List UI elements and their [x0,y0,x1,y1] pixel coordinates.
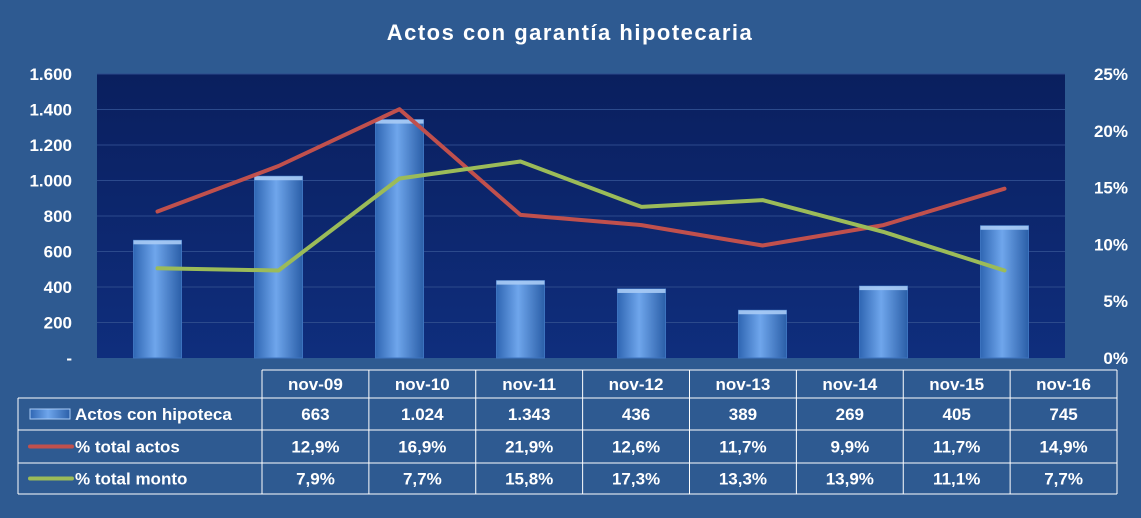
table-header: nov-10 [395,375,450,394]
bar-series [133,119,1029,359]
table-cell: 11,7% [719,438,766,457]
table-cell: 13,3% [719,470,767,489]
left-tick-label: 800 [44,207,72,226]
left-tick-label: 400 [44,278,72,297]
right-tick-label: 20% [1094,122,1128,141]
bar [496,280,545,359]
left-tick-label: 1.600 [29,65,72,84]
left-tick-label: - [66,349,72,368]
table-cell: 15,8% [505,470,553,489]
table-text: nov-09 nov-10 nov-11 nov-12 nov-13 nov-14 nov-… [28,375,1091,489]
bar [738,309,787,359]
bar-top [254,176,303,181]
table-header: nov-12 [609,375,664,394]
bar-top [375,119,424,124]
table-header: nov-14 [822,375,877,394]
table-cell: 13,9% [826,470,874,489]
table-cell: 269 [836,405,864,424]
table-grid [17,369,1118,495]
line-series [155,107,1007,273]
table-header: nov-11 [502,375,556,394]
table-cell: 9,9% [830,438,869,457]
table-cell: 12,6% [612,438,660,457]
right-tick-label: 15% [1094,179,1128,198]
left-tick-label: 1.000 [29,172,72,191]
left-tick-label: 200 [44,314,72,333]
table-cell: 436 [622,405,650,424]
right-tick-label: 10% [1094,235,1128,254]
left-tick-label: 1.200 [29,136,72,155]
table-cell: 17,3% [612,470,660,489]
bar-top [738,310,787,315]
series-label: % total monto [75,470,187,489]
series-label: Actos con hipoteca [75,405,232,424]
line-total-monto [155,159,1007,273]
bar-top [859,286,908,291]
right-tick-label: 25% [1094,65,1128,84]
bar [859,285,908,359]
bar-top [133,240,182,245]
bar [133,239,182,359]
table-cell: 663 [301,405,329,424]
right-axis-ticks: 0% 5% 10% 15% 20% 25% [1094,65,1128,368]
right-tick-label: 0% [1103,349,1128,368]
series-label: % total actos [75,438,180,457]
table-cell: 11,7% [933,438,980,457]
bar [254,175,303,359]
table-cell: 12,9% [291,438,339,457]
table-header: nov-15 [929,375,984,394]
table-cell: 14,9% [1039,438,1087,457]
table-cell: 745 [1049,405,1077,424]
table-cell: 7,7% [1044,470,1083,489]
table-cell: 16,9% [398,438,446,457]
table-header: nov-13 [716,375,771,394]
bar-top [980,225,1029,230]
table-cell: 1.024 [401,405,444,424]
bar [375,119,424,359]
legend-key-bar [29,408,71,420]
table-header: nov-09 [288,375,343,394]
table-cell: 7,7% [403,470,442,489]
chart-title: Actos con garantía hipotecaria [387,20,754,45]
left-tick-label: 600 [44,243,72,262]
table-cell: 1.343 [508,405,551,424]
bar [617,288,666,359]
table-cell: 21,9% [505,438,553,457]
left-tick-label: 1.400 [29,101,72,120]
left-axis-ticks: - 200 400 600 800 1.000 1.200 1.400 1.600 [29,65,72,368]
right-tick-label: 5% [1103,292,1128,311]
bar-top [617,288,666,293]
bar [980,225,1029,359]
bar-top [496,280,545,285]
table-header: nov-16 [1036,375,1091,394]
table-cell: 7,9% [296,470,335,489]
table-cell: 389 [729,405,757,424]
table-cell: 405 [943,405,971,424]
data-table: nov-09 nov-10 nov-11 nov-12 nov-13 nov-14 nov-… [17,369,1118,495]
table-cell: 11,1% [933,470,980,489]
